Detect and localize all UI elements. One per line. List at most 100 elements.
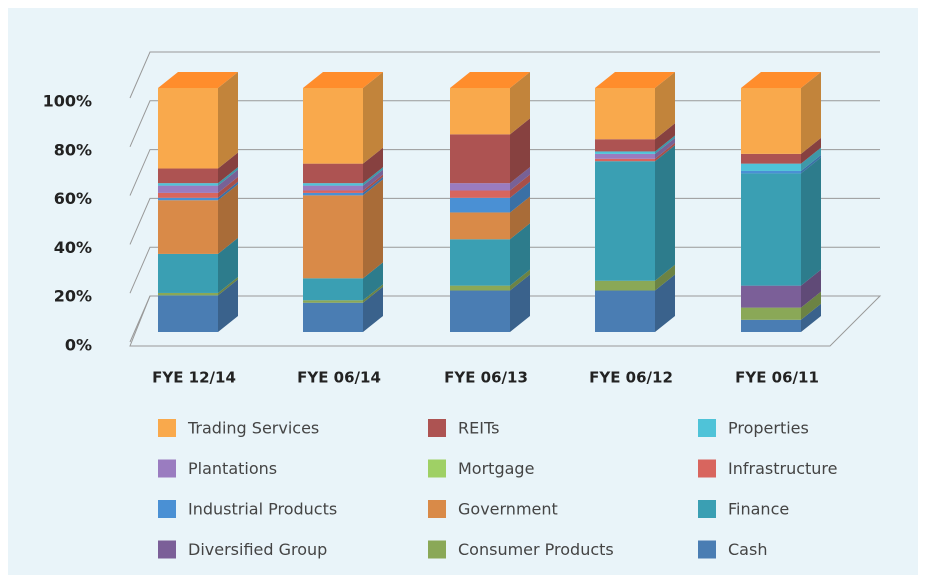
bar-side [218,72,238,169]
bar-top [741,72,821,88]
bar-segment [158,197,218,201]
bar-side [218,237,238,293]
legend-label: Cash [728,540,767,559]
bar-side [655,274,675,332]
bar-side [801,137,821,164]
grid-line [129,51,880,99]
bar-side [510,72,530,135]
legend-label: Trading Services [187,419,319,438]
bar-side [363,167,383,186]
bar-side [363,262,383,301]
bar-segment [450,183,510,191]
bar-side [655,123,675,152]
legend-swatch [158,459,176,478]
bar-side [510,196,530,240]
bar-segment [595,139,655,152]
bar-segment [450,239,510,286]
bar-segment [595,151,655,154]
bar-segment [158,292,218,296]
bar-segment [303,195,363,279]
bar-side [363,174,383,193]
bar-segment [450,197,510,213]
bar-segment [595,153,655,159]
bar-side [218,276,238,296]
bar-segment [741,170,801,174]
bar-segment [158,168,218,184]
bar-top [158,72,238,88]
bar-segment [303,183,363,186]
bar-side [363,169,383,191]
y-tick-label: 100% [43,92,92,111]
y-tick-label: 40% [54,238,92,257]
bar-segment [158,200,218,254]
bar-segment [741,163,801,171]
bar-segment [450,134,510,184]
bar-segment [595,280,655,291]
bar-side [218,167,238,186]
legend-label: Properties [728,419,809,438]
bar-segment [741,88,801,154]
bar-side [363,176,383,196]
legend-swatch [428,459,446,478]
x-tick-label: FYE 06/11 [735,369,819,387]
bar-side [801,72,821,154]
bar-side [363,147,383,184]
bar-side [218,181,238,201]
legend-swatch [698,500,716,518]
bar-side [655,145,675,281]
bar-segment [303,278,363,301]
legend-swatch [158,419,176,437]
legend-label: REITs [458,419,499,438]
bar-segment [303,88,363,164]
bar-side [363,284,383,303]
legend-label: Plantations [188,459,277,478]
bar-side [510,223,530,286]
bar-segment [741,307,801,320]
bar-segment [741,153,801,164]
legend-swatch [158,540,176,559]
bar-side [655,264,675,291]
bar-side [218,176,238,198]
legend-swatch [428,500,446,518]
legend-swatch [698,459,716,478]
bar-side [801,303,821,332]
bar-side [218,184,238,254]
x-tick-label: FYE 06/13 [444,369,528,387]
bar-segment [303,192,363,196]
bar-side [655,135,675,154]
legend-label: Infrastructure [728,459,837,478]
x-tick-label: FYE 12/14 [152,369,236,387]
legend-label: Diversified Group [188,540,327,559]
bar-side [510,167,530,191]
bar-side [655,137,675,159]
bar-side [510,274,530,332]
legend-label: Government [458,500,558,519]
bar-top [595,72,675,88]
bar-side [510,118,530,184]
y-tick-label: 20% [54,287,92,306]
bar-side [510,181,530,213]
y-tick-label: 0% [65,336,92,355]
bar-side [801,147,821,171]
bar-segment [158,183,218,186]
bar-segment [450,190,510,198]
legend-label: Finance [728,500,789,519]
bar-segment [741,285,801,308]
bar-side [218,152,238,184]
bar-segment [450,88,510,135]
bar-side [363,72,383,164]
legend-swatch [428,540,446,559]
bar-side [801,269,821,308]
bar-segment [450,212,510,240]
bar-segment [741,319,801,332]
legend-label: Mortgage [458,459,534,478]
bar-segment [741,173,801,286]
bar-segment [303,300,363,303]
x-tick-label: FYE 06/12 [589,369,673,387]
bar-segment [450,290,510,332]
legend-swatch [428,419,446,437]
bar-side [363,179,383,279]
bar-side [655,142,675,162]
legend-swatch [698,540,716,559]
